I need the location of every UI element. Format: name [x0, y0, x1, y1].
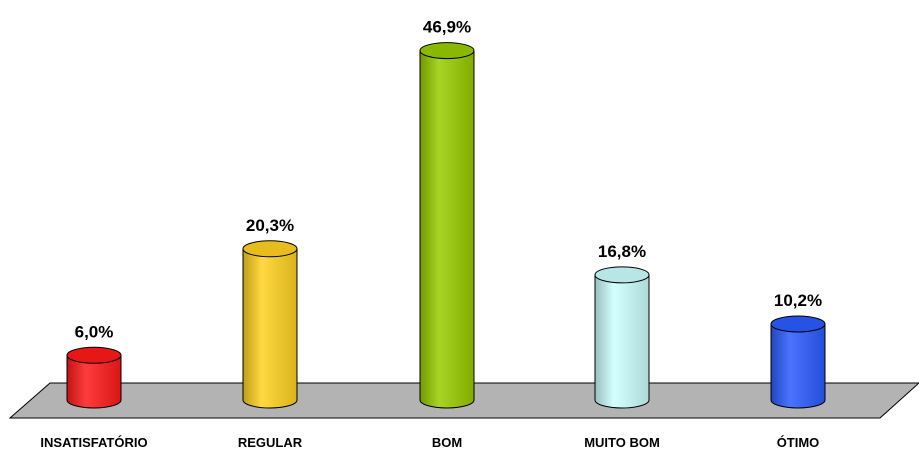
category-label-otimo: ÓTIMO	[777, 435, 820, 450]
bar-bom	[419, 42, 475, 409]
bar-top-muito-bom	[594, 266, 650, 284]
bar-body-otimo	[770, 323, 826, 409]
value-label-insatisfatorio: 6,0%	[75, 322, 114, 341]
bar-regular	[242, 240, 298, 409]
category-label-muito-bom: MUITO BOM	[584, 435, 660, 450]
bar-otimo	[770, 315, 826, 409]
bar-top-otimo	[770, 315, 826, 333]
value-label-bom: 46,9%	[423, 18, 471, 37]
category-label-regular: REGULAR	[238, 435, 303, 450]
labels-layer: 6,0% INSATISFATÓRIO 20,3% REGULAR 46,9% BOM 16…	[40, 18, 822, 450]
category-label-insatisfatorio: INSATISFATÓRIO	[40, 435, 147, 450]
bar-top-bom	[419, 42, 475, 60]
value-label-regular: 20,3%	[246, 216, 294, 235]
value-label-muito-bom: 16,8%	[598, 242, 646, 261]
value-label-otimo: 10,2%	[774, 291, 822, 310]
bar-insatisfatorio	[66, 346, 122, 409]
bar-top-regular	[242, 240, 298, 258]
bars-layer	[66, 42, 826, 409]
bar-body-regular	[242, 248, 298, 409]
bar-top-insatisfatorio	[66, 346, 122, 364]
bar-body-bom	[419, 50, 475, 409]
bar-body-insatisfatorio	[66, 354, 122, 409]
bar-muito-bom	[594, 266, 650, 409]
category-label-bom: BOM	[432, 435, 462, 450]
bar-body-muito-bom	[594, 274, 650, 409]
